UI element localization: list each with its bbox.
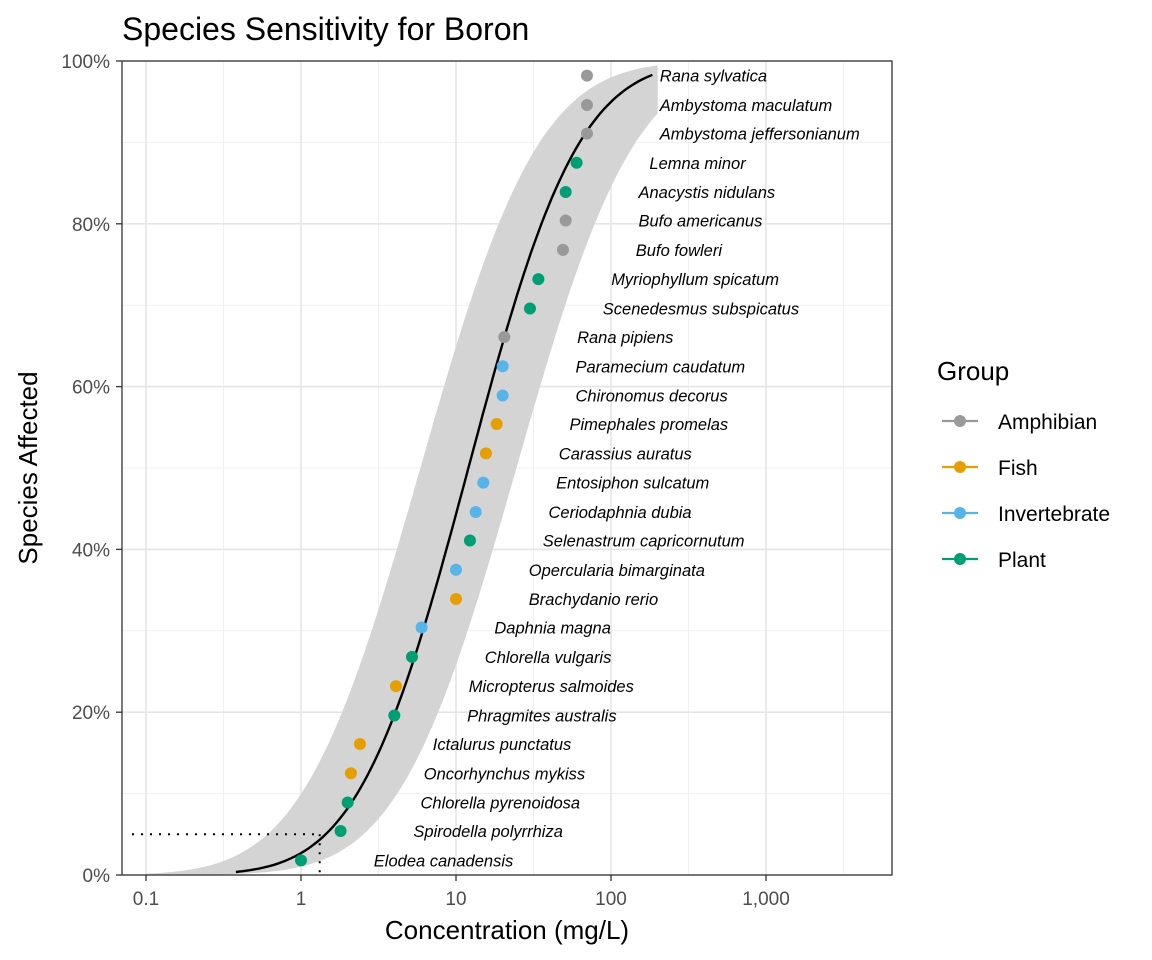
legend-key-point: [954, 553, 966, 565]
x-tick-label: 1: [296, 889, 307, 910]
species-label: Elodea canadensis: [374, 852, 513, 870]
species-label: Pimephales promelas: [570, 416, 729, 434]
species-label: Rana sylvatica: [660, 68, 767, 86]
species-label: Oncorhynchus mykiss: [424, 765, 585, 783]
data-point: [580, 127, 593, 140]
legend-key-point: [954, 461, 966, 473]
y-tick-label: 60%: [72, 378, 110, 399]
data-point: [353, 737, 366, 750]
species-label: Chlorella vulgaris: [485, 649, 612, 667]
legend-key-point: [954, 507, 966, 519]
species-label: Scenedesmus subspicatus: [603, 300, 799, 318]
data-point: [389, 680, 402, 693]
species-label: Paramecium caudatum: [576, 358, 746, 376]
data-point: [580, 69, 593, 82]
species-label: Selenastrum capricornutum: [543, 532, 745, 550]
y-tick-label: 40%: [72, 540, 110, 561]
legend: Group Amphibian Fish Invertebrate Plant: [937, 356, 1110, 572]
y-axis-ticks: 0% 20% 40% 60% 80% 100%: [61, 52, 122, 887]
species-label: Brachydanio rerio: [529, 591, 658, 609]
species-label: Rana pipiens: [577, 329, 673, 347]
species-label: Myriophyllum spicatum: [611, 271, 779, 289]
data-point: [556, 243, 569, 256]
x-axis-ticks: 0.1 1 10 100 1,000: [133, 875, 790, 910]
species-label: Bufo americanus: [639, 213, 763, 231]
data-point: [559, 186, 572, 199]
species-label: Carassius auratus: [559, 445, 692, 463]
species-label: Daphnia magna: [494, 620, 611, 638]
data-point: [334, 825, 347, 838]
species-label: Spirodella polyrrhiza: [413, 823, 563, 841]
confidence-band-area: [146, 65, 658, 875]
plot-panel-border: [121, 60, 893, 876]
y-tick-label: 100%: [61, 52, 110, 73]
data-point: [532, 273, 545, 286]
species-label: Ambystoma jeffersonianum: [659, 125, 860, 143]
data-point: [523, 302, 536, 315]
y-tick-label: 80%: [72, 215, 110, 236]
chart-title: Species Sensitivity for Boron: [122, 11, 529, 47]
data-point: [479, 447, 492, 460]
x-tick-label: 100: [595, 889, 627, 910]
data-point: [570, 156, 583, 169]
species-label: Ictalurus punctatus: [433, 736, 572, 754]
data-point: [341, 796, 354, 809]
legend-label: Fish: [998, 457, 1038, 480]
species-label: Ceriodaphnia dubia: [549, 504, 692, 522]
species-label: Anacystis nidulans: [638, 184, 776, 202]
data-point: [344, 767, 357, 780]
data-point: [477, 476, 490, 489]
legend-label: Plant: [998, 549, 1046, 572]
data-point: [559, 214, 572, 227]
data-point: [469, 505, 482, 518]
species-label: Chironomus decorus: [576, 388, 728, 406]
species-label: Entosiphon sulcatum: [556, 475, 709, 493]
x-tick-label: 1,000: [742, 889, 790, 910]
legend-key-point: [954, 415, 966, 427]
species-label: Opercularia bimarginata: [529, 562, 705, 580]
data-point: [405, 650, 418, 663]
data-point: [450, 593, 463, 606]
legend-entries: Amphibian Fish Invertebrate Plant: [942, 411, 1110, 572]
data-point: [388, 709, 401, 722]
species-label: Phragmites australis: [467, 707, 616, 725]
data-point: [295, 854, 308, 867]
legend-label: Amphibian: [998, 411, 1097, 434]
species-label: Ambystoma maculatum: [659, 97, 832, 115]
data-point: [498, 330, 511, 343]
x-tick-label: 10: [445, 889, 466, 910]
species-labels: Elodea canadensis Spirodella polyrrhiza Ch…: [374, 68, 860, 871]
data-point: [450, 563, 463, 576]
data-point: [496, 360, 509, 373]
species-label: Chlorella pyrenoidosa: [421, 795, 581, 813]
data-point: [580, 98, 593, 111]
y-axis-title: Species Affected: [13, 371, 43, 564]
data-point: [415, 621, 428, 634]
species-label: Bufo fowleri: [636, 242, 724, 260]
data-point: [490, 418, 503, 431]
species-label: Micropterus salmoides: [469, 678, 634, 696]
species-label: Lemna minor: [649, 155, 747, 173]
y-tick-label: 0%: [83, 866, 111, 887]
confidence-band: [146, 65, 658, 875]
legend-label: Invertebrate: [998, 503, 1110, 526]
y-tick-label: 20%: [72, 703, 110, 724]
legend-title: Group: [937, 356, 1009, 386]
data-point: [463, 534, 476, 547]
x-tick-label: 0.1: [133, 889, 159, 910]
x-axis-title: Concentration (mg/L): [385, 915, 629, 945]
data-points: [295, 69, 593, 867]
data-point: [496, 389, 509, 402]
